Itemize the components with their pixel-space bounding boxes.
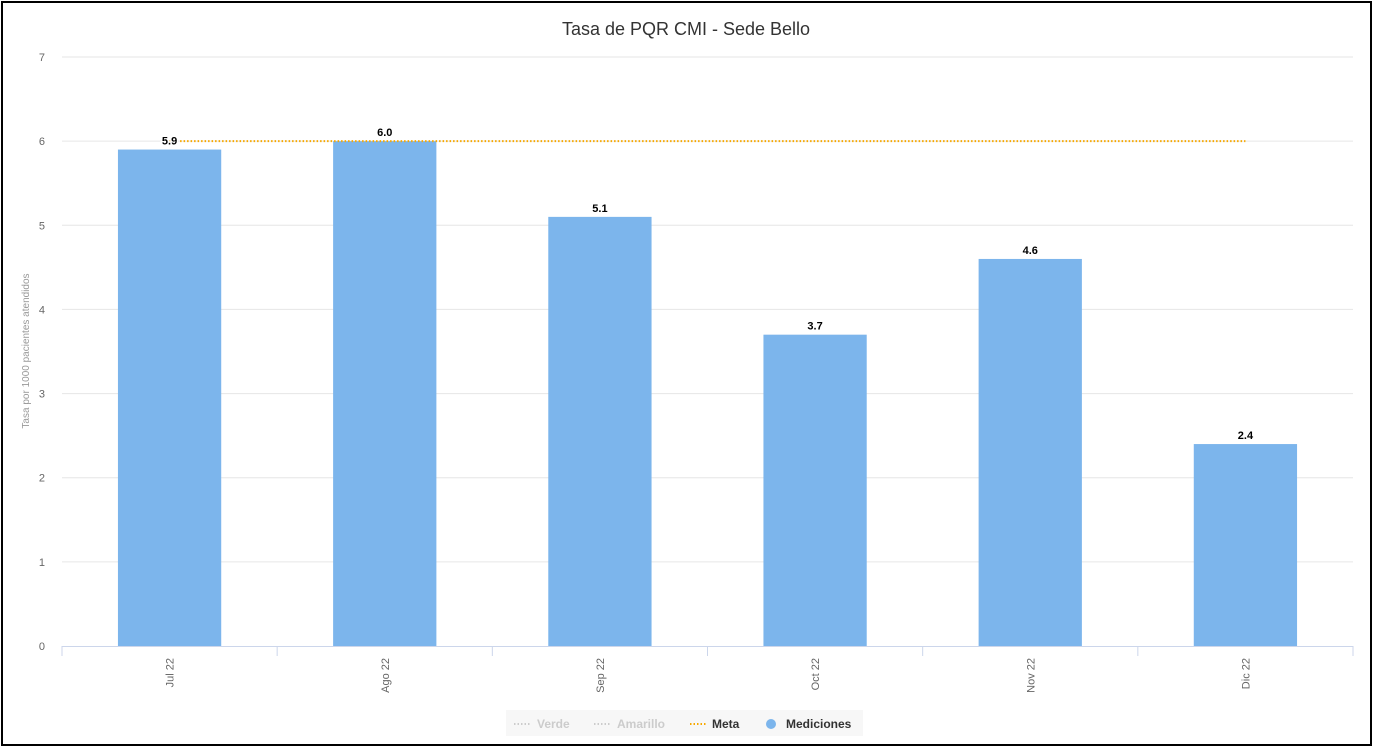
data-label: 5.1: [592, 203, 607, 215]
x-tick-label: Ago 22: [380, 658, 392, 693]
bar: [548, 216, 652, 646]
y-tick-label: 2: [39, 473, 45, 485]
y-tick-label: 3: [39, 389, 45, 401]
legend-item-label: Amarillo: [617, 717, 665, 731]
x-tick-label: Oct 22: [810, 658, 822, 690]
x-tick-label: Sep 22: [595, 658, 607, 693]
y-tick-label: 6: [39, 136, 45, 148]
legend: Verde Amarillo Meta Mediciones: [506, 710, 863, 736]
bar: [117, 149, 222, 647]
y-axis-ticks: 0 1 2 3 4 5 6 7: [39, 52, 45, 653]
chart-title: Tasa de PQR CMI - Sede Bello: [562, 19, 810, 39]
y-axis-title: Tasa por 1000 pacientes atendidos: [21, 273, 32, 428]
x-tick-label: Jul 22: [165, 658, 177, 687]
data-label: 4.6: [1023, 245, 1038, 257]
data-labels: 5.9 6.0 5.1 3.7 4.6 2.4: [160, 126, 1255, 444]
y-tick-label: 5: [39, 220, 45, 232]
bar: [333, 141, 437, 646]
grid-lines: [62, 56, 1353, 563]
y-tick-label: 0: [39, 641, 45, 653]
bar: [978, 258, 1082, 646]
y-tick-label: 7: [39, 52, 45, 64]
data-label: 3.7: [807, 321, 822, 333]
x-axis: Jul 22 Ago 22 Sep 22 Oct 22 Nov 22 Dic 22: [61, 646, 1354, 693]
data-label: 6.0: [377, 127, 392, 139]
data-label: 2.4: [1238, 430, 1254, 442]
y-tick-label: 1: [39, 557, 45, 569]
x-tick-label: Nov 22: [1025, 658, 1037, 693]
legend-item-label: Verde: [537, 717, 570, 731]
y-tick-label: 4: [39, 304, 45, 316]
x-tick-label: Dic 22: [1240, 658, 1252, 689]
legend-item-label: Mediciones: [786, 717, 852, 731]
data-label: 5.9: [162, 136, 177, 148]
bars: [117, 141, 1298, 647]
legend-symbol-circle: [766, 719, 776, 729]
legend-item-label: Meta: [712, 717, 740, 731]
bar: [763, 334, 867, 646]
bar: [1193, 444, 1298, 646]
legend-background: [506, 710, 863, 736]
